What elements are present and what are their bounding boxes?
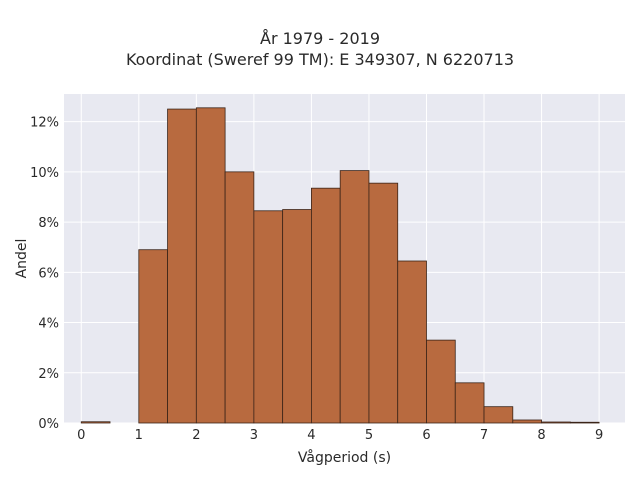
x-tick-label: 4 <box>307 428 315 443</box>
histogram-bar <box>138 249 168 424</box>
y-tick-labels: 0% 2% 4% 6% 8% 10% 12% <box>30 116 59 432</box>
histogram-bar <box>167 108 197 424</box>
y-tick-label: 2% <box>38 367 59 382</box>
histogram-bar <box>195 107 226 424</box>
x-tick-label: 6 <box>422 428 430 443</box>
chart-title: År 1979 - 2019 <box>260 29 380 48</box>
chart-subtitle: Koordinat (Sweref 99 TM): E 349307, N 62… <box>125 50 515 69</box>
x-tick-label: 9 <box>595 428 603 443</box>
histogram-bar <box>224 171 255 424</box>
histogram-bar <box>282 209 312 424</box>
x-tick-label: 0 <box>77 428 85 443</box>
y-axis-label: Andel <box>14 239 30 279</box>
histogram-bar <box>541 421 571 424</box>
x-tick-label: 3 <box>250 428 258 443</box>
y-tick-label: 10% <box>30 166 59 181</box>
x-tick-labels: 0 1 2 3 4 5 6 7 8 9 <box>77 428 603 443</box>
bars-group <box>80 107 600 424</box>
histogram-bar <box>253 210 284 424</box>
histogram-bar <box>454 382 485 424</box>
histogram-bar <box>569 421 600 424</box>
x-axis-label: Vågperiod (s) <box>298 449 391 466</box>
x-tick-label: 1 <box>135 428 143 443</box>
x-tick-label: 7 <box>480 428 488 443</box>
x-tick-label: 8 <box>537 428 545 443</box>
y-tick-label: 8% <box>38 216 59 231</box>
histogram-bar <box>426 339 456 424</box>
histogram-bar <box>483 406 514 424</box>
y-tick-label: 6% <box>38 266 59 281</box>
histogram-bar <box>397 260 427 424</box>
x-tick-label: 2 <box>192 428 200 443</box>
histogram-bar <box>311 187 341 424</box>
x-tick-label: 5 <box>365 428 373 443</box>
histogram-bar <box>80 421 111 424</box>
histogram-bar <box>339 170 370 424</box>
y-tick-label: 12% <box>30 116 59 131</box>
histogram-bar <box>368 182 399 424</box>
histogram-bar <box>512 419 542 424</box>
y-tick-label: 0% <box>38 417 59 432</box>
y-tick-label: 4% <box>38 317 59 332</box>
